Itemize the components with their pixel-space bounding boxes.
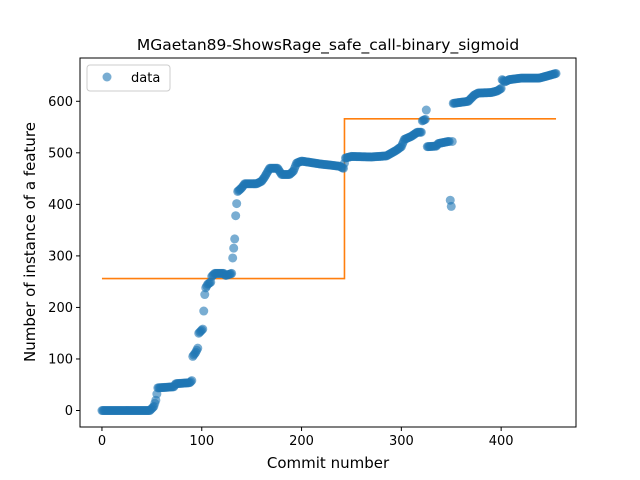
data-point xyxy=(231,211,241,221)
plot-area xyxy=(80,58,576,427)
data-point xyxy=(447,136,457,146)
y-axis-label: Number of instance of a feature xyxy=(21,122,39,362)
data-point xyxy=(496,83,506,93)
x-tick-label: 300 xyxy=(389,434,414,449)
points-layer xyxy=(97,68,561,416)
x-axis-label: Commit number xyxy=(267,454,390,472)
x-tick-label: 0 xyxy=(98,434,106,449)
data-point xyxy=(187,376,197,386)
data-point xyxy=(198,324,208,334)
legend: data xyxy=(86,64,171,92)
y-tick-label: 200 xyxy=(48,301,73,316)
x-axis: 0 100 200 300 400 xyxy=(98,427,514,449)
data-point xyxy=(446,201,456,211)
data-point xyxy=(199,306,209,316)
data-point xyxy=(420,114,430,124)
data-point xyxy=(551,68,561,78)
y-tick-label: 300 xyxy=(48,249,73,264)
data-point xyxy=(232,199,242,209)
y-tick-label: 100 xyxy=(48,352,73,367)
y-tick-label: 0 xyxy=(65,404,73,419)
x-tick-label: 400 xyxy=(489,434,514,449)
data-point xyxy=(200,290,210,300)
data-point xyxy=(193,343,203,353)
x-tick-label: 200 xyxy=(289,434,314,449)
data-point xyxy=(229,243,239,253)
data-point xyxy=(228,253,238,263)
y-axis: 0 100 200 300 400 500 600 xyxy=(48,95,80,419)
data-point xyxy=(416,127,426,137)
data-point xyxy=(421,105,431,115)
legend-label-data: data xyxy=(131,71,160,86)
data-point xyxy=(227,268,237,278)
x-tick-label: 100 xyxy=(189,434,214,449)
y-tick-label: 500 xyxy=(48,146,73,161)
legend-box xyxy=(86,64,171,92)
legend-marker-data xyxy=(102,72,112,82)
data-point xyxy=(230,234,240,244)
plot-frame xyxy=(79,57,577,428)
y-tick-label: 600 xyxy=(48,95,73,110)
chart-title: MGaetan89-ShowsRage_safe_call-binary_sig… xyxy=(137,36,519,55)
y-tick-label: 400 xyxy=(48,198,73,213)
